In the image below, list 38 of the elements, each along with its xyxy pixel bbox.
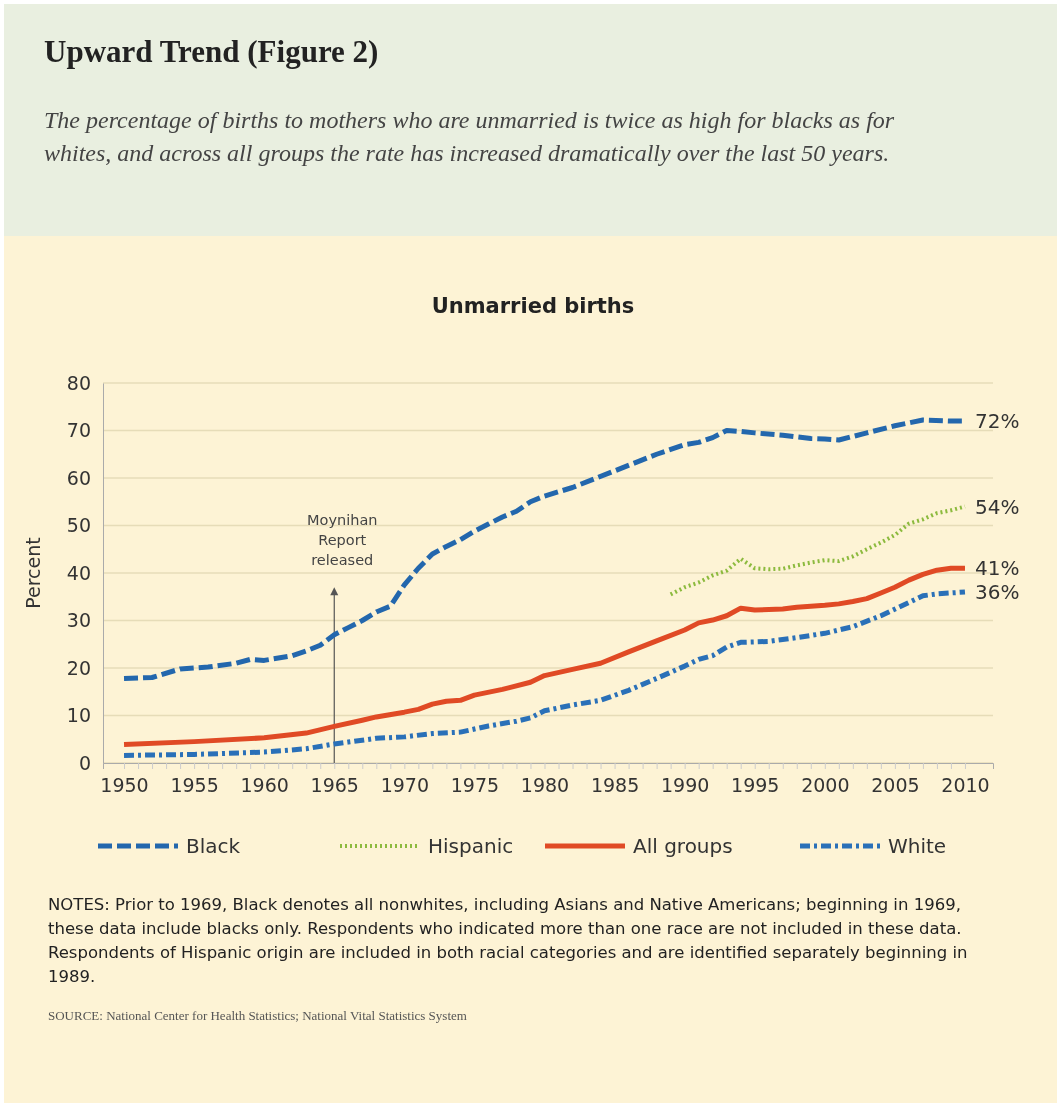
data-label: 41% — [974, 556, 1020, 581]
x-tick-label: 1980 — [520, 774, 570, 797]
y-tick-label: 30 — [66, 609, 91, 632]
y-tick-label: 40 — [66, 561, 91, 584]
y-tick-label: 80 — [66, 371, 91, 394]
x-tick-label: 1965 — [310, 774, 359, 797]
x-tick-label: 1995 — [731, 774, 780, 797]
x-tick-label: 1960 — [240, 774, 289, 797]
x-tick-label: 2010 — [941, 774, 990, 797]
legend-label: All groups — [633, 834, 733, 858]
y-axis-title: Percent — [22, 537, 44, 609]
x-tick-label: 1955 — [170, 774, 219, 797]
x-tick-label: 2000 — [801, 774, 850, 797]
x-tick-label: 1975 — [450, 774, 500, 797]
x-tick-label: 1990 — [660, 774, 710, 797]
y-tick-label: 10 — [66, 704, 91, 727]
x-tick-label: 1950 — [100, 774, 149, 797]
data-label: 36% — [974, 580, 1020, 604]
y-tick-label: 0 — [78, 751, 91, 774]
x-tick-label: 1970 — [380, 774, 430, 797]
x-tick-label: 2005 — [871, 774, 920, 797]
legend-label: Hispanic — [428, 834, 514, 858]
y-tick-label: 60 — [66, 466, 91, 489]
legend-label: White — [888, 834, 947, 858]
x-tick-label: 1985 — [590, 774, 640, 797]
text: NOTES: Prior to 1969, Black denotes all nonwhites, including Asians and Native Americans; beginning in 1969, these data include blacks only. Respondents who indicated more than one race are not included in these data. Respondents of Hispanic origin are included in both racial categories and are identified separately beginning in 1989. — [48, 895, 968, 986]
chart-title: Upward Trend (Figure 2) — [44, 34, 379, 69]
text: Unmarried births — [431, 294, 635, 318]
data-label: 54% — [974, 494, 1020, 519]
legend-label: Black — [186, 834, 241, 858]
data-label: 72% — [974, 409, 1020, 433]
y-tick-label: 70 — [66, 419, 91, 442]
chart-subtitle: The percentage of births to mothers who are unmarried is twice as high for blacks as for whites, and across all groups the rate has increased dramatically over the last 50 years. — [44, 107, 895, 166]
source-note: SOURCE: National Center for Health Statistics; National Vital Statistics System — [48, 1008, 467, 1023]
line-series — [668, 504, 967, 597]
ref-line-label: Moynihan Report released — [307, 512, 378, 569]
y-tick-label: 50 — [66, 514, 91, 537]
y-tick-label: 20 — [66, 656, 91, 679]
